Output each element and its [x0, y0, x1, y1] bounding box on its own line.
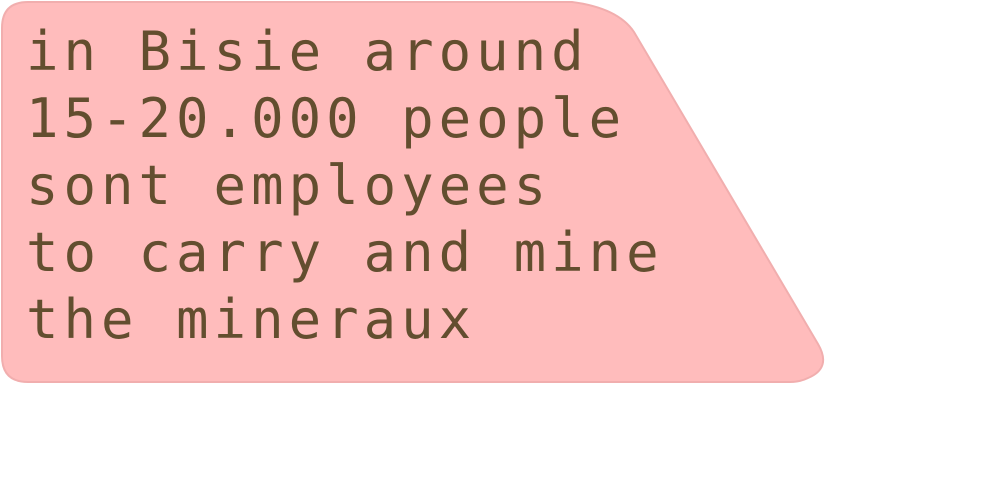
callout-line-4: to carry and mine	[26, 221, 664, 284]
callout-line-3: sont employees	[26, 154, 552, 217]
callout-line-5: the mineraux	[26, 288, 477, 351]
callout-line-1: in Bisie around	[26, 20, 589, 83]
callout-text: in Bisie around 15-20.000 people sont em…	[26, 18, 786, 353]
callout-line-2: 15-20.000 people	[26, 87, 627, 150]
